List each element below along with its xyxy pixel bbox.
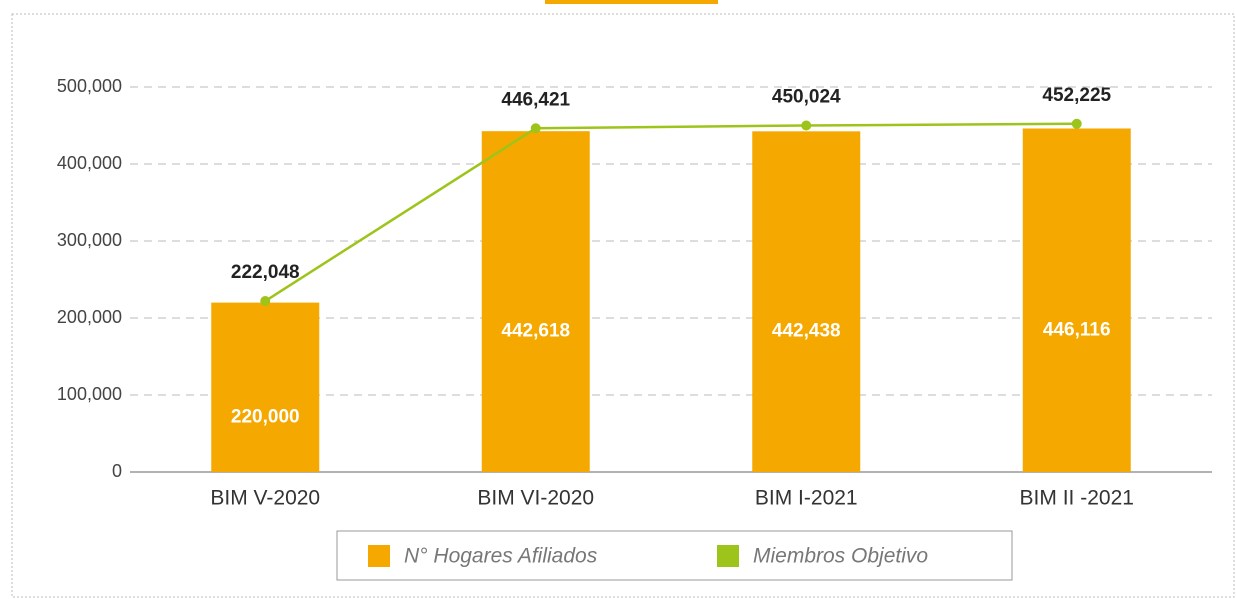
bar-label: 446,116 xyxy=(1043,319,1111,340)
top-accent xyxy=(545,0,718,4)
x-tick-label: BIM II -2021 xyxy=(1020,487,1134,510)
line-point xyxy=(530,123,541,134)
line-label: 222,048 xyxy=(231,262,300,283)
legend-label: Miembros Objetivo xyxy=(753,545,928,568)
line-label: 446,421 xyxy=(501,89,570,110)
line-label: 450,024 xyxy=(772,86,841,107)
bar-label: 220,000 xyxy=(231,406,300,427)
line-point xyxy=(801,120,812,131)
bar xyxy=(481,131,590,472)
legend-swatch xyxy=(717,545,739,567)
x-tick-label: BIM V-2020 xyxy=(210,487,320,510)
legend-swatch xyxy=(368,545,390,567)
y-tick-label: 500,000 xyxy=(57,76,122,96)
legend-label: N° Hogares Afiliados xyxy=(404,545,598,568)
y-tick-label: 100,000 xyxy=(57,384,122,404)
y-tick-label: 200,000 xyxy=(57,307,122,327)
y-tick-label: 0 xyxy=(112,461,122,481)
line-label: 452,225 xyxy=(1042,85,1111,106)
x-tick-label: BIM VI-2020 xyxy=(477,487,594,510)
bar xyxy=(211,302,320,472)
legend-box xyxy=(336,530,1013,581)
bar-label: 442,438 xyxy=(772,321,841,342)
y-tick-label: 300,000 xyxy=(57,230,122,250)
y-tick-label: 400,000 xyxy=(57,153,122,173)
frame xyxy=(11,13,1235,598)
line xyxy=(264,122,1077,303)
line-point xyxy=(260,296,271,307)
bar-label: 442,618 xyxy=(501,321,570,342)
bar xyxy=(1022,128,1131,473)
line-point xyxy=(1071,118,1082,129)
x-tick-label: BIM I-2021 xyxy=(755,487,858,510)
bar xyxy=(752,131,861,472)
